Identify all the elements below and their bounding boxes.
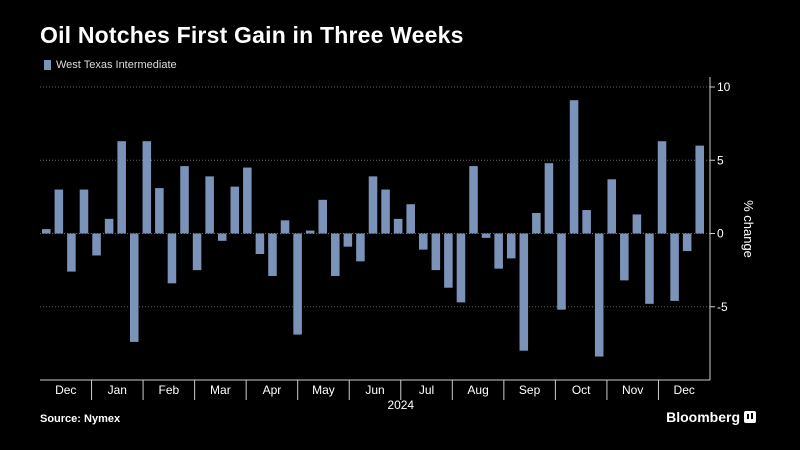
- bar: [519, 233, 529, 351]
- legend-swatch: [44, 60, 51, 70]
- bar: [469, 166, 478, 234]
- x-tick-label: Oct: [572, 383, 591, 397]
- chart-title: Oil Notches First Gain in Three Weeks: [40, 22, 464, 48]
- bar: [393, 218, 403, 234]
- x-tick-label: Aug: [467, 383, 488, 397]
- y-tick-label: 10: [717, 80, 731, 94]
- bar: [318, 199, 328, 234]
- bar: [79, 189, 89, 234]
- bar: [331, 233, 340, 276]
- bar: [117, 141, 126, 234]
- bar: [180, 166, 189, 234]
- bar: [620, 233, 629, 281]
- x-tick-label: Feb: [159, 383, 180, 397]
- bar: [594, 233, 604, 357]
- x-tick-label: Jun: [365, 383, 384, 397]
- bar: [129, 233, 139, 342]
- bar: [557, 233, 566, 310]
- bar: [682, 233, 692, 252]
- bar: [280, 220, 290, 234]
- bar: [544, 163, 554, 234]
- bar: [217, 233, 227, 241]
- bar: [418, 233, 428, 250]
- brand-name: Bloomberg: [666, 409, 740, 425]
- bar: [268, 233, 277, 276]
- y-tick-label: 5: [717, 153, 724, 167]
- bar: [481, 233, 491, 238]
- bar: [104, 218, 114, 234]
- bar: [632, 214, 642, 234]
- legend: West Texas Intermediate: [44, 59, 177, 71]
- x-year-label: 2024: [387, 398, 414, 412]
- x-tick-label: May: [312, 383, 335, 397]
- bar: [381, 189, 390, 234]
- bar: [494, 233, 503, 269]
- bar: [368, 176, 378, 234]
- bar: [243, 167, 252, 234]
- x-tick-label: Mar: [210, 383, 231, 397]
- bar: [645, 233, 654, 304]
- bar: [444, 233, 453, 288]
- bar: [356, 233, 365, 262]
- x-tick-label: Jan: [108, 383, 127, 397]
- x-tick-label: Apr: [263, 383, 282, 397]
- bar: [167, 233, 177, 284]
- brand-logo: Bloomberg: [666, 409, 756, 425]
- x-tick-label: Dec: [674, 383, 695, 397]
- bar: [695, 145, 704, 234]
- bloomberg-terminal-icon: [744, 411, 756, 423]
- bar: [607, 179, 617, 234]
- bar: [506, 233, 516, 259]
- bar: [42, 229, 51, 234]
- bar: [67, 233, 76, 272]
- bar: [569, 100, 579, 234]
- bar: [255, 233, 265, 255]
- x-tick-label: Sep: [519, 383, 541, 397]
- y-tick-label: 0: [717, 227, 724, 241]
- bar: [305, 230, 315, 234]
- bar: [230, 186, 240, 234]
- bar: [532, 212, 541, 234]
- bar: [456, 233, 466, 303]
- bar: [406, 204, 415, 234]
- x-tick-label: Dec: [55, 383, 76, 397]
- bar: [343, 233, 353, 247]
- bar: [431, 233, 441, 271]
- bar: [142, 141, 152, 234]
- y-axis-label: % change: [741, 200, 756, 258]
- bar: [205, 176, 214, 234]
- bar: [657, 141, 667, 234]
- bar: [192, 233, 202, 271]
- x-tick-label: Jul: [419, 383, 434, 397]
- legend-label: West Texas Intermediate: [56, 59, 177, 71]
- x-tick-label: Nov: [622, 383, 643, 397]
- y-tick-label: -5: [717, 300, 728, 314]
- bar: [582, 210, 591, 234]
- bar: [155, 188, 164, 234]
- bar: [92, 233, 101, 256]
- bar: [54, 189, 64, 234]
- bar: [293, 233, 302, 335]
- source-note: Source: Nymex: [40, 413, 121, 425]
- bar: [670, 233, 679, 301]
